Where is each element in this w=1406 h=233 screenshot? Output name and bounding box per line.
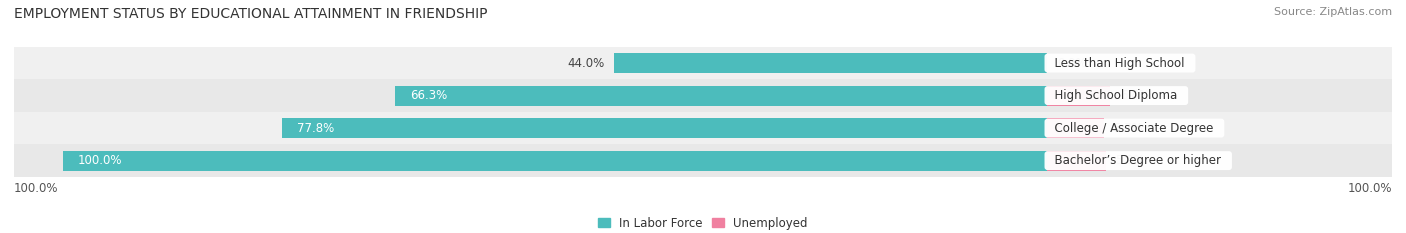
Bar [14,79,1392,112]
Bar [395,86,1047,106]
Text: EMPLOYMENT STATUS BY EDUCATIONAL ATTAINMENT IN FRIENDSHIP: EMPLOYMENT STATUS BY EDUCATIONAL ATTAINM… [14,7,488,21]
Bar [63,151,1047,171]
Text: 77.8%: 77.8% [297,122,333,135]
Bar [614,53,1047,73]
Bar [1047,118,1104,138]
Text: College / Associate Degree: College / Associate Degree [1047,122,1222,135]
Text: 100.0%: 100.0% [14,182,59,195]
Legend: In Labor Force, Unemployed: In Labor Force, Unemployed [593,212,813,233]
Bar [14,112,1392,144]
Text: Source: ZipAtlas.com: Source: ZipAtlas.com [1274,7,1392,17]
Text: 0.0%: 0.0% [1057,57,1087,70]
Text: Less than High School: Less than High School [1047,57,1192,70]
Bar [1047,151,1105,171]
Text: 5.9%: 5.9% [1115,154,1144,167]
Text: 100.0%: 100.0% [79,154,122,167]
Text: Bachelor’s Degree or higher: Bachelor’s Degree or higher [1047,154,1229,167]
Bar [1047,86,1111,106]
Bar [14,144,1392,177]
Text: 66.3%: 66.3% [409,89,447,102]
Text: 6.4%: 6.4% [1121,89,1150,102]
Text: High School Diploma: High School Diploma [1047,89,1185,102]
Text: 100.0%: 100.0% [1347,182,1392,195]
Bar [14,47,1392,79]
Text: 5.7%: 5.7% [1114,122,1143,135]
Text: 44.0%: 44.0% [568,57,605,70]
Bar [281,118,1047,138]
